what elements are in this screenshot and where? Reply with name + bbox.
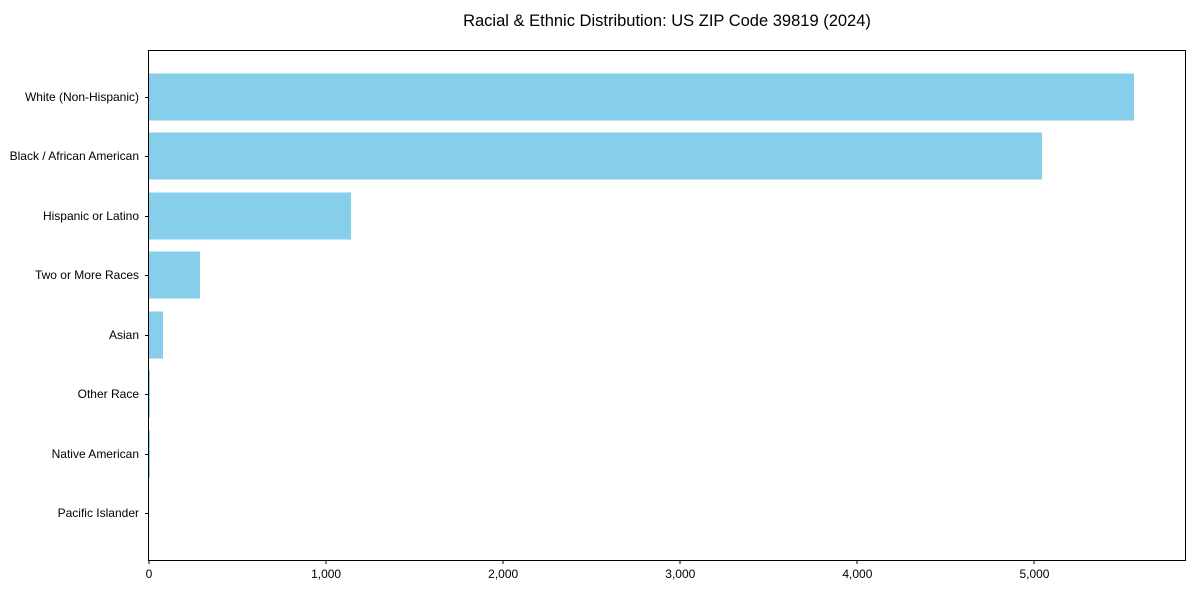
bar-row: Hispanic or Latino [43,186,1185,246]
x-tick-label: 2,000 [488,567,519,581]
bar [149,132,1042,180]
x-tick-label: 3,000 [665,567,696,581]
category-label: Asian [108,327,139,342]
y-axis-tick [145,334,149,336]
category-label: Black / African American [9,149,139,164]
x-tick-label: 4,000 [842,567,873,581]
y-axis-tick [145,156,149,158]
x-axis-tick [148,560,150,564]
bar-row: Two or More Races [35,246,1185,306]
category-label: Native American [51,446,139,461]
category-label: Hispanic or Latino [42,208,139,223]
y-axis-tick [145,96,149,98]
bar [149,430,150,478]
y-axis-tick [145,513,149,515]
bar-row: Other Race [78,365,1185,425]
bar [149,311,164,359]
bar [149,73,1134,121]
bar-row: White (Non-Hispanic) [25,67,1185,127]
y-axis-tick [145,215,149,217]
plot-area: White (Non-Hispanic) Black / African Amer… [10,50,1186,581]
category-label: Pacific Islander [57,506,139,521]
x-axis-tick [856,560,858,564]
chart-title: Racial & Ethnic Distribution: US ZIP Cod… [463,12,871,30]
x-tick-label: 1,000 [311,567,342,581]
x-axis-tick [679,560,681,564]
category-label: Two or More Races [34,268,139,283]
y-axis-tick [145,453,149,455]
bar-row: Native American [52,424,1185,484]
y-axis-tick [145,394,149,396]
x-axis-tick [502,560,504,564]
x-axis-tick [325,560,327,564]
bar-row: Asian [109,305,1185,365]
x-axis-tick [1033,560,1035,564]
bar-rows: White (Non-Hispanic) Black / African Amer… [10,51,1185,560]
x-tick-label: 0 [145,567,153,581]
category-label: White (Non-Hispanic) [24,89,139,104]
bar-row: Black / African American [10,127,1185,187]
bar [149,192,351,240]
y-axis-tick [145,275,149,277]
bar-row: Pacific Islander [58,484,1185,544]
category-label: Other Race [77,387,139,402]
x-tick-label: 5,000 [1019,567,1050,581]
bar [149,370,150,418]
bar [149,251,201,299]
